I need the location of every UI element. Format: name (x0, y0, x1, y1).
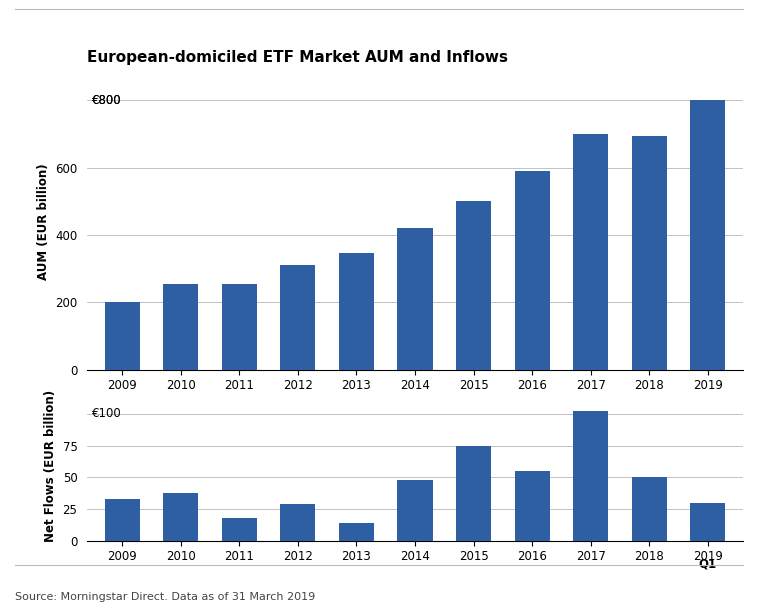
Bar (280, 504, 315, 541)
Bar (573, 134, 608, 370)
Bar (631, 477, 667, 541)
Bar (222, 518, 257, 541)
Bar (631, 136, 667, 370)
Bar (105, 499, 140, 541)
Text: €100: €100 (92, 408, 122, 420)
Bar (280, 265, 315, 370)
Bar (690, 100, 725, 370)
Y-axis label: Net Flows (EUR billion): Net Flows (EUR billion) (44, 390, 57, 542)
Bar (163, 284, 199, 370)
Bar (397, 480, 433, 541)
Y-axis label: AUM (EUR billion): AUM (EUR billion) (36, 163, 49, 280)
Bar (515, 171, 550, 370)
Bar (456, 445, 491, 541)
Text: Q1: Q1 (699, 395, 717, 408)
Text: €800: €800 (92, 93, 122, 107)
Bar (339, 523, 374, 541)
Bar (397, 229, 433, 370)
Text: Q1: Q1 (699, 558, 717, 571)
Bar (222, 284, 257, 370)
Text: Source: Morningstar Direct. Data as of 31 March 2019: Source: Morningstar Direct. Data as of 3… (15, 592, 315, 602)
Text: European-domiciled ETF Market AUM and Inflows: European-domiciled ETF Market AUM and In… (87, 50, 508, 65)
Bar (163, 492, 199, 541)
Bar (456, 201, 491, 370)
Bar (515, 471, 550, 541)
Text: €800: €800 (92, 93, 122, 107)
Bar (573, 411, 608, 541)
Bar (105, 302, 140, 370)
Bar (339, 254, 374, 370)
Bar (690, 503, 725, 541)
